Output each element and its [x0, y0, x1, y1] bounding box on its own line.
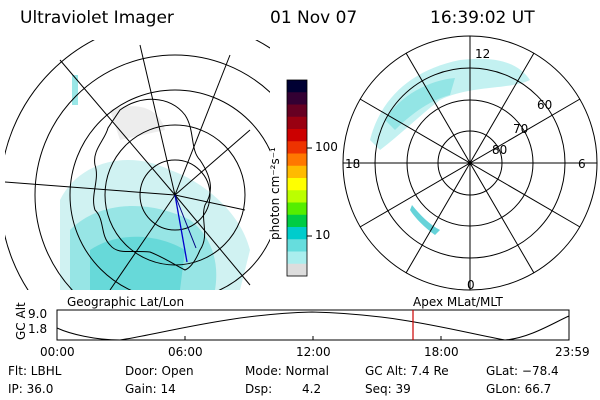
colorbar-segment	[287, 165, 307, 179]
dsp-label: Dsp:	[245, 382, 273, 396]
timeline-ytick-top: 9.0	[28, 307, 48, 321]
colorbar-segment	[287, 251, 307, 265]
glat-status: GLat: −78.4	[486, 364, 559, 378]
timeline-xtick-0600: 06:00	[168, 345, 203, 359]
ip-status: IP: 36.0	[8, 382, 54, 396]
door-status: Door: Open	[125, 364, 194, 378]
mlt-12-label: 12	[475, 47, 491, 61]
altitude-timeline	[56, 309, 570, 341]
colorbar-segment	[287, 178, 307, 191]
apex-label: Apex MLat/MLT	[413, 295, 503, 309]
dsp-value: 4.2	[302, 382, 322, 396]
mlt-6-label: 6	[578, 157, 586, 171]
gc-alt-status: GC Alt: 7.4 Re	[365, 364, 449, 378]
colorbar-segment	[287, 227, 307, 240]
mlat-70-label: 70	[513, 122, 529, 136]
glon-status: GLon: 66.7	[486, 382, 552, 396]
spacecraft-track	[174, 194, 188, 263]
colorbar-segment	[287, 239, 307, 252]
colorbar-tick-10: 10	[315, 228, 331, 242]
instrument-title: Ultraviolet Imager	[20, 8, 174, 28]
timeline-ytick-bottom: 1.8	[28, 322, 48, 336]
colorbar-segment	[287, 214, 307, 228]
meridians	[5, 44, 251, 290]
mlat-60-label: 60	[537, 98, 553, 112]
mlt-0-label: 0	[467, 278, 475, 292]
timeline-xtick-1800: 18:00	[424, 345, 459, 359]
colorbar-tick-100: 100	[315, 140, 338, 154]
timeline-xtick-0000: 00:00	[40, 345, 75, 359]
color-bar	[287, 80, 307, 277]
colorbar-segment	[287, 116, 307, 130]
colorbar-segment	[287, 129, 307, 142]
colorbar-segment	[287, 202, 307, 216]
date-label: 01 Nov 07	[270, 8, 358, 28]
geographic-label: Geographic Lat/Lon	[67, 295, 185, 309]
mlat-80-label: 80	[492, 143, 508, 157]
mlt-18-label: 18	[345, 157, 361, 171]
seq-status: Seq: 39	[365, 382, 411, 396]
filter-status: Flt: LBHL	[8, 364, 62, 378]
colorbar-segment	[287, 263, 307, 277]
timeline-ylabel: GC Alt	[14, 302, 28, 340]
colorbar-unit-label: photon cm⁻²s⁻¹	[268, 147, 282, 240]
timeline-xtick-1200: 12:00	[296, 345, 331, 359]
colorbar-segment	[287, 190, 307, 203]
gain-status: Gain: 14	[125, 382, 176, 396]
timeline-xtick-2359: 23:59	[555, 345, 590, 359]
colorbar-segment	[287, 92, 307, 105]
colorbar-segment	[287, 104, 307, 118]
time-label: 16:39:02 UT	[430, 8, 535, 28]
colorbar-segment	[287, 80, 307, 93]
mlt-dial	[342, 35, 598, 291]
mode-status: Mode: Normal	[245, 364, 329, 378]
colorbar-segment	[287, 153, 307, 167]
geographic-map	[5, 40, 270, 290]
colorbar-segment	[287, 141, 307, 154]
antarctica-outline	[93, 98, 211, 271]
look-direction-line	[174, 194, 197, 249]
